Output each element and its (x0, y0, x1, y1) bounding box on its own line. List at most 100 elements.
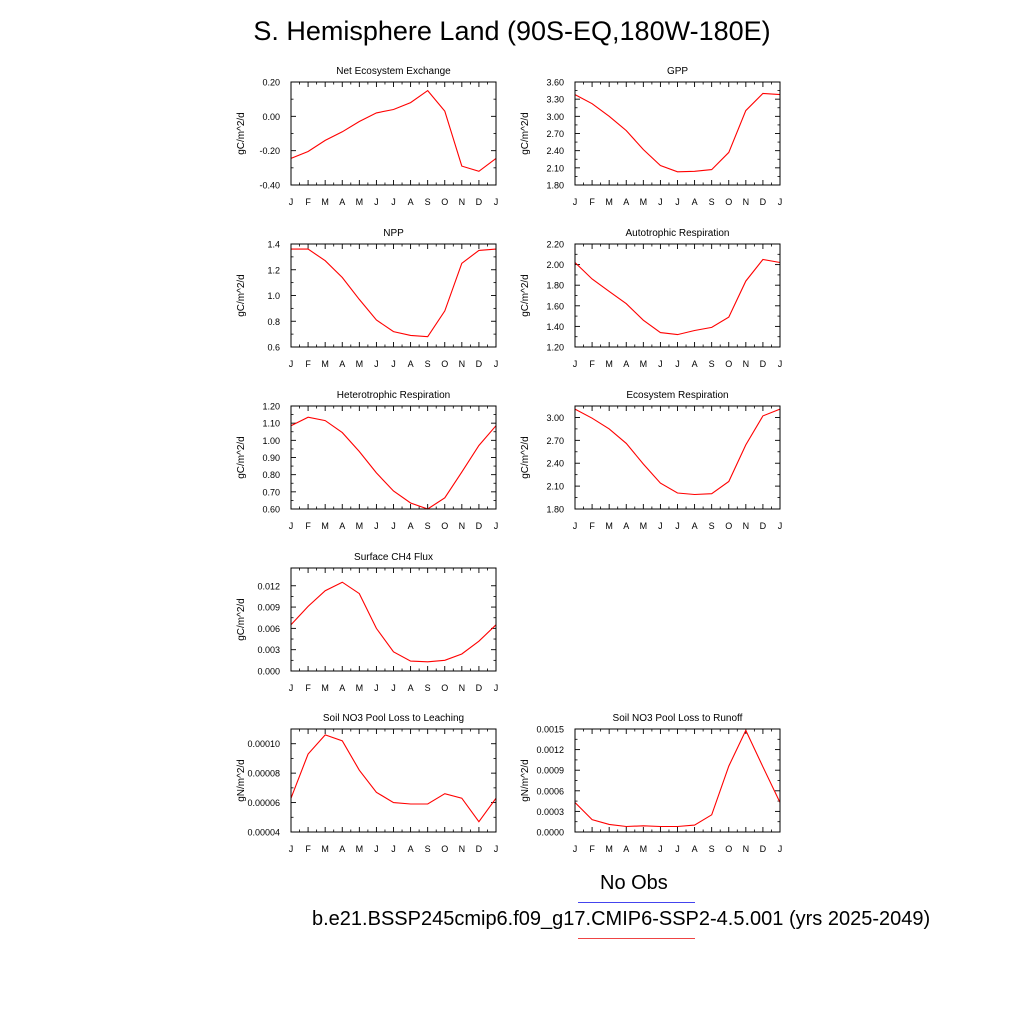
y-tick-label: 0.0003 (536, 807, 564, 817)
x-tick-label: J (391, 844, 396, 854)
x-tick-label: M (321, 683, 329, 693)
series-line (574, 729, 781, 828)
y-tick-label: 0.006 (257, 624, 280, 634)
y-tick-label: 1.2 (267, 265, 280, 275)
x-tick-label: A (339, 521, 345, 531)
y-tick-label: 2.40 (546, 459, 564, 469)
x-tick-label: J (391, 197, 396, 207)
plot-frame (290, 81, 497, 186)
x-tick-label: N (743, 197, 750, 207)
chart-title: Net Ecosystem Exchange (336, 66, 451, 77)
x-tick-label: A (623, 844, 629, 854)
x-tick-label: F (305, 359, 311, 369)
x-tick-label: S (425, 521, 431, 531)
chart-panel: J F M A M J J A S O N D J3.002.702.402.101.80Ecosyst… (520, 390, 782, 531)
x-tick-label: S (709, 521, 715, 531)
series-line (290, 581, 497, 663)
x-tick-label: J (289, 683, 294, 693)
y-tick-label: 0.00010 (247, 739, 280, 749)
x-tick-label: J (658, 197, 663, 207)
plot-frame (574, 405, 781, 510)
plot-frame (290, 405, 497, 510)
y-tick-label: 0.90 (262, 453, 280, 463)
y-tick-label: 0.00004 (247, 828, 280, 838)
y-tick-label: 2.00 (546, 260, 564, 270)
x-tick-label: J (658, 844, 663, 854)
y-tick-label: 3.00 (546, 112, 564, 122)
x-tick-label: S (425, 359, 431, 369)
y-tick-label: 0.0000 (536, 828, 564, 838)
chart-panel: J F M A M J J A S O N D J1.201.101.000.900.800.700.6… (236, 390, 498, 531)
y-tick-label: 1.4 (267, 240, 280, 250)
x-tick-label: O (441, 683, 448, 693)
y-tick-label: -0.20 (259, 146, 280, 156)
chart-title: NPP (383, 228, 404, 239)
x-tick-label: A (339, 844, 345, 854)
x-tick-label: J (675, 844, 680, 854)
x-tick-label: J (675, 359, 680, 369)
x-tick-label: D (476, 683, 483, 693)
y-tick-label: 0.00006 (247, 798, 280, 808)
series-line (574, 92, 781, 173)
x-tick-label: O (441, 359, 448, 369)
x-tick-label: A (339, 683, 345, 693)
x-tick-label: O (725, 359, 732, 369)
x-tick-label: J (391, 359, 396, 369)
y-tick-label: 0.003 (257, 645, 280, 655)
y-tick-label: 0.20 (262, 78, 280, 88)
x-tick-label: D (476, 521, 483, 531)
chart-panel: J F M A M J J A S O N D J3.603.303.002.702.402.101.8… (520, 66, 782, 207)
series-line (290, 89, 497, 172)
x-tick-label: J (494, 683, 499, 693)
plot-frame (574, 81, 781, 186)
x-tick-label: F (589, 197, 595, 207)
y-tick-label: 0.60 (262, 505, 280, 515)
y-axis-label: gC/m^2/d (236, 598, 247, 641)
plot-frame (290, 567, 497, 672)
y-tick-label: 3.00 (546, 413, 564, 423)
y-tick-label: 0.70 (262, 487, 280, 497)
x-tick-label: J (374, 359, 379, 369)
plot-frame (290, 243, 497, 348)
x-tick-label: J (289, 521, 294, 531)
chart-title: Surface CH4 Flux (354, 552, 433, 563)
legend-label-obs: No Obs (600, 872, 668, 894)
figure-title: S. Hemisphere Land (90S-EQ,180W-180E) (253, 16, 771, 46)
x-tick-label: A (408, 683, 414, 693)
x-tick-label: A (408, 844, 414, 854)
y-tick-label: 1.80 (546, 281, 564, 291)
x-tick-label: A (623, 521, 629, 531)
chart-title: Ecosystem Respiration (626, 390, 728, 401)
x-tick-label: M (356, 359, 364, 369)
x-tick-label: S (425, 683, 431, 693)
x-tick-label: J (573, 359, 578, 369)
x-tick-label: F (589, 359, 595, 369)
y-tick-label: 0.009 (257, 603, 280, 613)
y-tick-label: 1.10 (262, 419, 280, 429)
y-tick-label: 1.00 (262, 436, 280, 446)
series-line (574, 408, 781, 496)
chart-title: GPP (667, 66, 688, 77)
y-tick-label: 1.20 (546, 343, 564, 353)
x-tick-label: A (408, 359, 414, 369)
x-tick-label: F (589, 521, 595, 531)
y-tick-label: -0.40 (259, 181, 280, 191)
x-tick-label: J (494, 844, 499, 854)
x-tick-label: A (623, 359, 629, 369)
y-tick-label: 2.70 (546, 129, 564, 139)
x-tick-label: N (459, 197, 466, 207)
x-tick-label: M (321, 197, 329, 207)
x-tick-label: M (356, 844, 364, 854)
x-tick-label: J (289, 844, 294, 854)
y-axis-label: gC/m^2/d (236, 274, 247, 317)
x-tick-label: J (778, 844, 783, 854)
x-tick-label: F (305, 197, 311, 207)
y-tick-label: 0.00 (262, 112, 280, 122)
series-line (574, 258, 781, 336)
x-tick-label: J (573, 521, 578, 531)
x-tick-label: A (623, 197, 629, 207)
x-tick-label: J (289, 359, 294, 369)
x-tick-label: D (760, 359, 767, 369)
